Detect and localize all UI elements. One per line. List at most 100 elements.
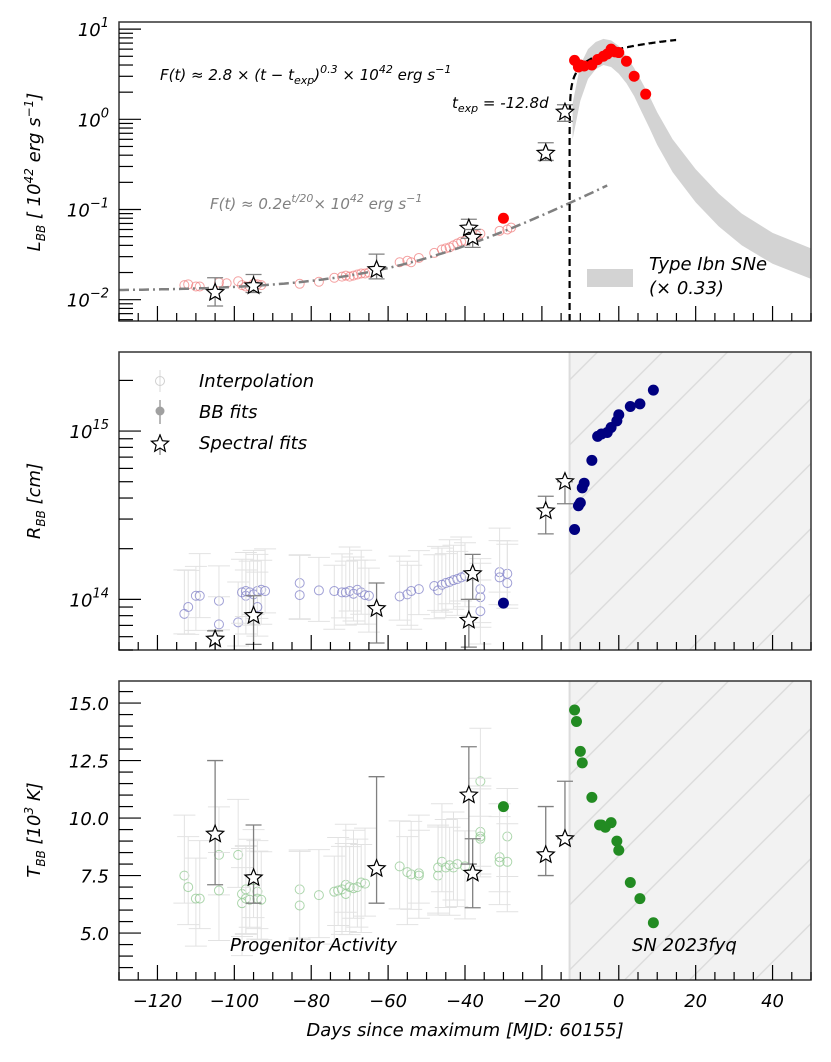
y-tick-exponent: −2 [90,287,109,302]
bb-fit-point [569,704,581,716]
y-tick-exponent: 0 [101,106,109,121]
interpolation-point [360,590,371,601]
bb-fit-point [613,844,625,856]
interpolation-point [183,602,194,613]
type-ibn-band [572,38,811,279]
interpolation-point [194,893,205,904]
y-tick-base: 10 [67,200,90,221]
bb-fit-point [497,801,509,813]
interpolation-point [329,586,340,597]
bb-fit-point [570,715,582,727]
x-axis-label: Days since maximum [MJD: 60155] [306,1020,623,1041]
bb-fit-point [605,817,617,829]
interpolation-point [413,870,424,881]
interpolation-point [329,886,340,897]
spectral-fit-star [366,858,387,878]
legend: Interpolation BB fits Spectral fits [149,370,314,455]
bb-fit-point [574,745,586,757]
interpolation-point [240,884,251,895]
bb-fit-point [586,791,598,803]
y-tick-label: 10−2 [67,287,109,312]
bb-fit-point [628,70,640,82]
legend-entry-bb-fits: BB fits [155,400,257,424]
bb-fit-point [620,55,632,67]
bb-fit-point [647,384,659,396]
bb-fit-series [497,704,659,929]
x-tick-label: −120 [133,991,182,1012]
bb-fit-point [613,47,625,59]
bb-fit-point [497,597,509,609]
bb-fit-point [647,917,659,929]
legend-interp-label: Interpolation [199,371,314,392]
interpolation-point [190,893,201,904]
x-ticks [118,965,812,980]
spectral-fit-star [462,862,483,882]
x-tick-label: 20 [684,991,707,1012]
spectral-fit-star [462,563,483,583]
plot-area [119,38,811,321]
band-legend-swatch [587,269,633,287]
interpolation-point [502,578,513,589]
interpolation-point [475,831,486,842]
y-tick-label: 100 [78,106,109,131]
y-tick-label: 7.5 [80,867,109,888]
interpolation-point [190,590,201,601]
hatch-line [624,462,811,650]
x-tick-label: −40 [446,991,484,1012]
y-tick-label: 1015 [70,418,109,443]
sn-label: SN 2023fyq [632,935,737,956]
hatch-line [689,527,811,650]
interpolation-point [294,900,305,911]
bb-fit-point [586,454,598,466]
bb-fit-point [640,88,652,100]
powerlaw-fit-curve [568,38,677,321]
bb-fit-series [497,43,652,224]
x-ticks [118,635,812,650]
bb-fit-point [634,398,646,410]
spectral-fit-star [366,598,387,618]
spectral-fit-star [535,500,556,520]
y-tick-label: 10−1 [67,196,109,221]
interpolation-point [194,281,205,292]
interpolation-point [448,575,459,586]
interpolation-point [344,882,355,893]
temperature-y-axis-label: TBB [103 K] [22,782,48,877]
y-tick-exponent: −1 [90,196,109,211]
bb-fit-point [624,876,636,888]
spectral-fit-star [205,823,226,843]
interpolation-point [394,257,405,268]
spectral-fit-star [535,142,556,162]
spectral-fit-star [366,259,387,279]
y-tick-base: 10 [70,590,93,611]
y-tick-exponent: 15 [92,418,109,433]
interpolation-point [294,590,305,601]
interpolation-point [183,882,194,893]
hatch-line [559,727,811,980]
y-tick-label: 10.0 [69,809,109,830]
spectral-fit-star [243,275,264,295]
x-tick-label: −60 [369,991,407,1012]
bb-fit-point [613,409,625,421]
x-tick-label: 0 [613,991,624,1012]
spectral-fit-star [535,844,556,864]
plot-area [119,352,811,650]
bb-fit-point [624,400,636,412]
y-tick-label: 15.0 [69,694,109,715]
legend-entry-spectral-fits: Spectral fits [149,433,307,455]
legend-entry-interpolation: Interpolation [155,370,314,392]
x-tick-label: 40 [761,991,784,1012]
y-tick-label: 101 [78,16,109,41]
interpolation-point [213,619,224,630]
y-tick-base: 10 [78,20,101,41]
interpolation-point [413,584,424,595]
exp-fit-curve [119,184,608,292]
interpolation-point [433,862,444,873]
interpolation-point [213,885,224,896]
hatch-line [624,792,811,980]
exp-fit-annotation: F(t) ≈ 0.2et/20× 1042 erg s−1 [210,192,422,213]
y-ticks: 5.0 7.5 10.0 12.5 15.0 [69,690,141,969]
y-tick-base: 10 [78,110,101,131]
